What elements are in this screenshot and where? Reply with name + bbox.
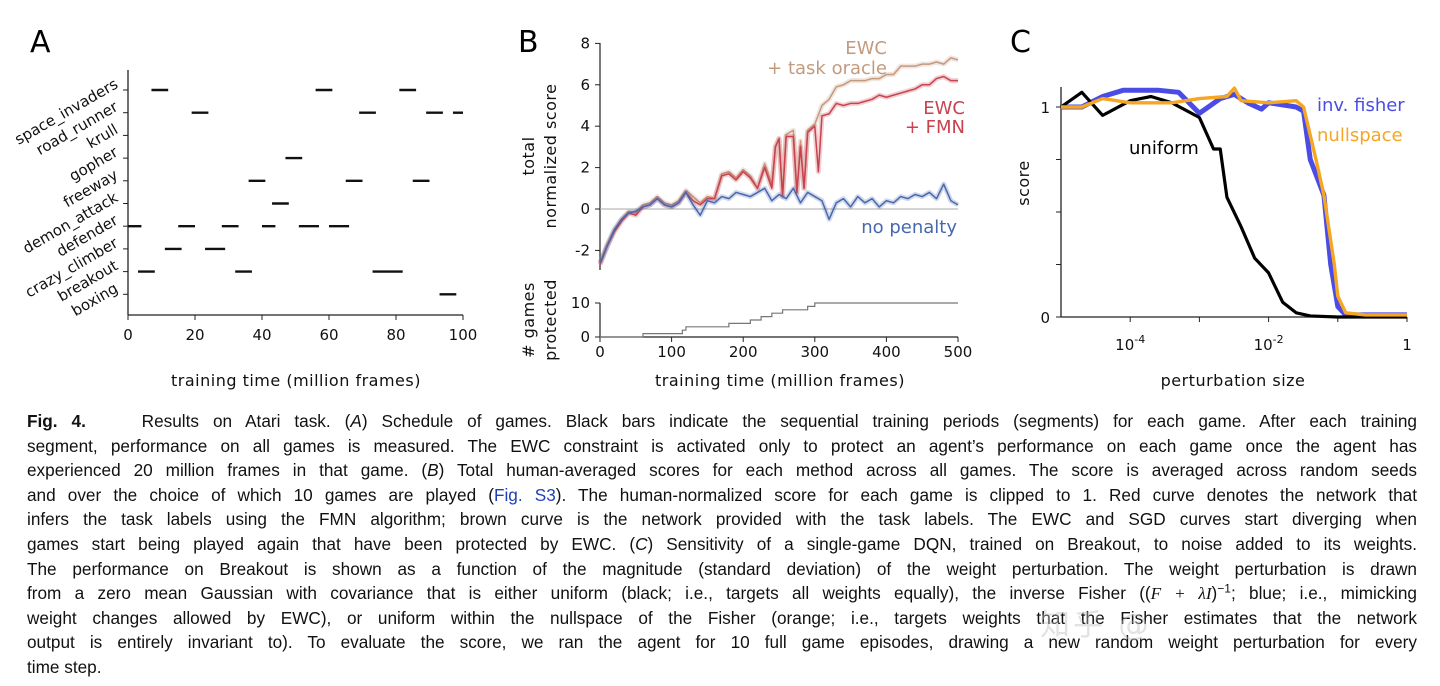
panel-b-xlabel: training time (million frames) [655,371,905,390]
x-tick-label: 10-2 [1254,333,1284,354]
y-tick-label: 1 [1040,99,1050,117]
x-tick-label: 100 [657,343,686,361]
y-tick-label: 0 [1040,309,1050,327]
tick-exponent: -4 [1134,333,1145,346]
caption-text: time step. [27,656,102,677]
caption-text: F + λI [1150,584,1212,604]
x-tick-label: 60 [319,326,338,344]
y-tick-label: -2 [575,241,590,259]
legend-label-oracle-line2: + task oracle [767,58,887,79]
panel-c-ylabel: score [1014,160,1033,206]
figure-link[interactable]: Fig. S3 [493,484,556,505]
figure-caption: Fig. 4. Results on Atari task. (A) Sched… [27,409,1417,680]
series-line-no-penalty [599,183,959,264]
x-tick-label: 200 [729,343,758,361]
caption-text: experienced 20 million frames in that ga… [27,460,428,481]
caption-line: weight changes allowed by EWC), or unifo… [27,606,1417,631]
panel-a-schedule-chart: 0 20 40 60 80 100space_invadersroad_runnerkru… [12,70,478,344]
caption-line: Fig. 4. Results on Atari task. (A) Sched… [27,409,1417,434]
protected-y-tick-label: 0 [580,328,590,346]
caption-text: ). The human-normalized score for each g… [555,484,1417,505]
caption-line: segment, performance on all games is mea… [27,434,1417,459]
caption-text: The performance on Breakout is shown as … [27,558,1417,579]
caption-text: Fig. 4. [27,411,86,431]
caption-text: ) [1211,583,1218,604]
caption-text: and over the choice of which 10 games ar… [27,484,494,505]
x-tick-label: 1 [1402,336,1412,354]
x-tick-label: 80 [386,326,405,344]
caption-text: ) Schedule of games. Black bars indicate… [361,411,1417,431]
x-tick-label: 500 [944,343,973,361]
panel-b-ylabel-line1: total [519,136,538,175]
series-line-inv-fisher [1061,87,1407,318]
panel-b-ylabel2-line2: protected [541,279,560,361]
caption-text: B [427,460,439,481]
y-tick-label: 4 [580,117,590,135]
tick-exponent: -2 [1273,333,1284,346]
caption-text: output is entirely invariant to). To eva… [27,632,1417,653]
panel-letter-b: B [518,25,539,60]
caption-text: Results on Atari task. ( [85,411,351,431]
caption-line: The performance on Breakout is shown as … [27,557,1417,582]
caption-text: weight changes allowed by EWC), or unifo… [27,607,1417,628]
caption-line: experienced 20 million frames in that ga… [27,458,1417,483]
y-tick-label: 2 [580,159,590,177]
caption-text: C [635,533,648,554]
legend-label-fmn-line1: EWC [923,98,965,119]
y-tick-label: 0 [580,200,590,218]
panel-letter-c: C [1010,25,1031,60]
caption-text: from a zero mean Gaussian with covarianc… [27,583,1151,604]
legend-label-inv-fisher: inv. fisher [1317,95,1405,116]
caption-line: and over the choice of which 10 games ar… [27,483,1417,508]
x-tick-label: 0 [123,326,133,344]
caption-line: games start being played again that have… [27,532,1417,557]
caption-text: games start being played again that have… [27,533,636,554]
tick-base: 10 [1254,336,1273,354]
legend-label-oracle-line1: EWC [845,38,887,59]
panel-letter-a: A [30,25,51,60]
y-tick-label: 6 [580,76,590,94]
games-protected-step-line [600,302,958,338]
legend-label-nullspace: nullspace [1317,125,1403,146]
legend-label-uniform: uniform [1129,138,1199,159]
caption-text: ) Total human-averaged scores for each m… [438,460,1417,481]
x-tick-label: 0 [595,343,605,361]
caption-text: ; blue; i.e., mimicking [1230,583,1417,604]
caption-text: A [350,411,362,431]
x-tick-label: 400 [872,343,901,361]
panel-b-ylabel2-line1: # games [519,282,538,358]
series-line-nullspace [1061,86,1407,317]
panel-c-xlabel: perturbation size [1161,371,1306,390]
caption-line: time step. [27,655,1417,680]
caption-text: ) Sensitivity of a single-game DQN, trai… [647,533,1417,554]
legend-label-fmn-line2: + FMN [905,117,965,138]
caption-text: segment, performance on all games is mea… [27,435,1417,456]
figure: A B C 0 20 40 60 80 100space_invadersroad_run… [12,25,1412,390]
x-tick-label: 40 [252,326,271,344]
caption-line: from a zero mean Gaussian with covarianc… [27,581,1417,606]
tick-base: 10 [1115,336,1134,354]
y-tick-label: 8 [580,34,590,52]
x-tick-label: 20 [185,326,204,344]
caption-line: infers the task labels using the FMN alg… [27,507,1417,532]
x-tick-label: 10-4 [1115,333,1145,354]
x-tick-label: 100 [449,326,478,344]
caption-line: output is entirely invariant to). To eva… [27,630,1417,655]
panel-a-xlabel: training time (million frames) [171,371,421,390]
legend-label-no-penalty: no penalty [861,217,957,238]
x-tick-label: 300 [800,343,829,361]
caption-text: infers the task labels using the FMN alg… [27,509,1417,530]
panel-b-ylabel-line2: normalized score [541,84,560,229]
caption-text: −1 [1217,581,1231,596]
protected-y-tick-label: 10 [571,294,590,312]
